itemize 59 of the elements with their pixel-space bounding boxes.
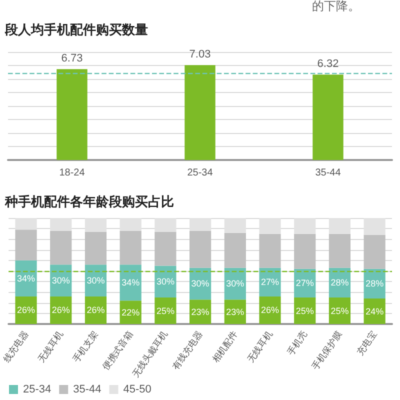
x-tick-label: 无线耳机	[245, 329, 274, 364]
bar	[224, 232, 246, 268]
data-label: 26%	[17, 305, 36, 316]
x-tick-label: 手机保护膜	[310, 329, 344, 372]
data-label: 7.03	[189, 48, 211, 61]
data-label: 30%	[156, 276, 174, 287]
bar	[15, 296, 37, 324]
data-label: 6.32	[317, 58, 339, 70]
bar	[154, 232, 176, 266]
data-label: 27%	[296, 278, 314, 288]
data-label: 30%	[52, 276, 70, 286]
data-label: 34%	[17, 273, 36, 284]
bar	[154, 298, 176, 324]
bar	[84, 232, 107, 265]
bar	[15, 260, 37, 296]
data-label: 26%	[261, 305, 280, 316]
text: 的下降。	[312, 0, 360, 13]
legend-label: 25-34	[23, 384, 52, 396]
bar	[189, 230, 212, 268]
data-label: 23%	[191, 306, 210, 317]
data-label: 30%	[226, 278, 244, 289]
data-label: 25%	[330, 306, 349, 316]
data-label: 28%	[366, 278, 384, 289]
data-label: 26%	[86, 305, 105, 316]
bar	[50, 230, 72, 265]
bar	[15, 230, 37, 260]
data-label: 26%	[52, 305, 70, 316]
data-label: 27%	[261, 277, 280, 288]
data-label: 25%	[156, 306, 174, 316]
data-label: 28%	[330, 278, 349, 288]
bar	[120, 230, 142, 265]
data-label: 23%	[226, 306, 244, 317]
x-tick-label: 有线充电器	[170, 329, 204, 372]
x-tick-label: 35-44	[315, 168, 342, 178]
legend-label: 45-50	[123, 384, 152, 396]
x-tick-label: 无线耳机	[36, 329, 65, 364]
chart-title: 段人均手机配件购买数量	[4, 22, 148, 37]
x-tick-label: 25-34	[187, 168, 214, 178]
bar	[328, 234, 351, 268]
bar	[154, 266, 176, 298]
bar	[259, 234, 281, 268]
chart-title: 种手机配件各年龄段购买占比	[4, 194, 174, 209]
data-label: 34%	[122, 278, 140, 288]
data-label: 22%	[122, 307, 140, 318]
x-tick-label: 18-24	[59, 168, 86, 178]
bar	[364, 234, 386, 269]
bar	[259, 296, 281, 324]
x-tick-label: 线充电器	[1, 329, 30, 364]
x-tick-label: 相机配件	[210, 329, 240, 364]
data-label: 6.73	[61, 52, 83, 65]
x-tick-label: 充电宝	[354, 329, 379, 357]
bar	[294, 234, 316, 269]
data-label: 24%	[366, 306, 384, 316]
data-label: 25%	[296, 306, 314, 316]
legend-label: 35-44	[73, 384, 102, 396]
x-tick-label: 手机壳	[285, 329, 309, 357]
x-tick-label: 手机支架	[70, 329, 100, 364]
data-label: 30%	[191, 278, 210, 289]
data-label: 30%	[86, 276, 105, 286]
